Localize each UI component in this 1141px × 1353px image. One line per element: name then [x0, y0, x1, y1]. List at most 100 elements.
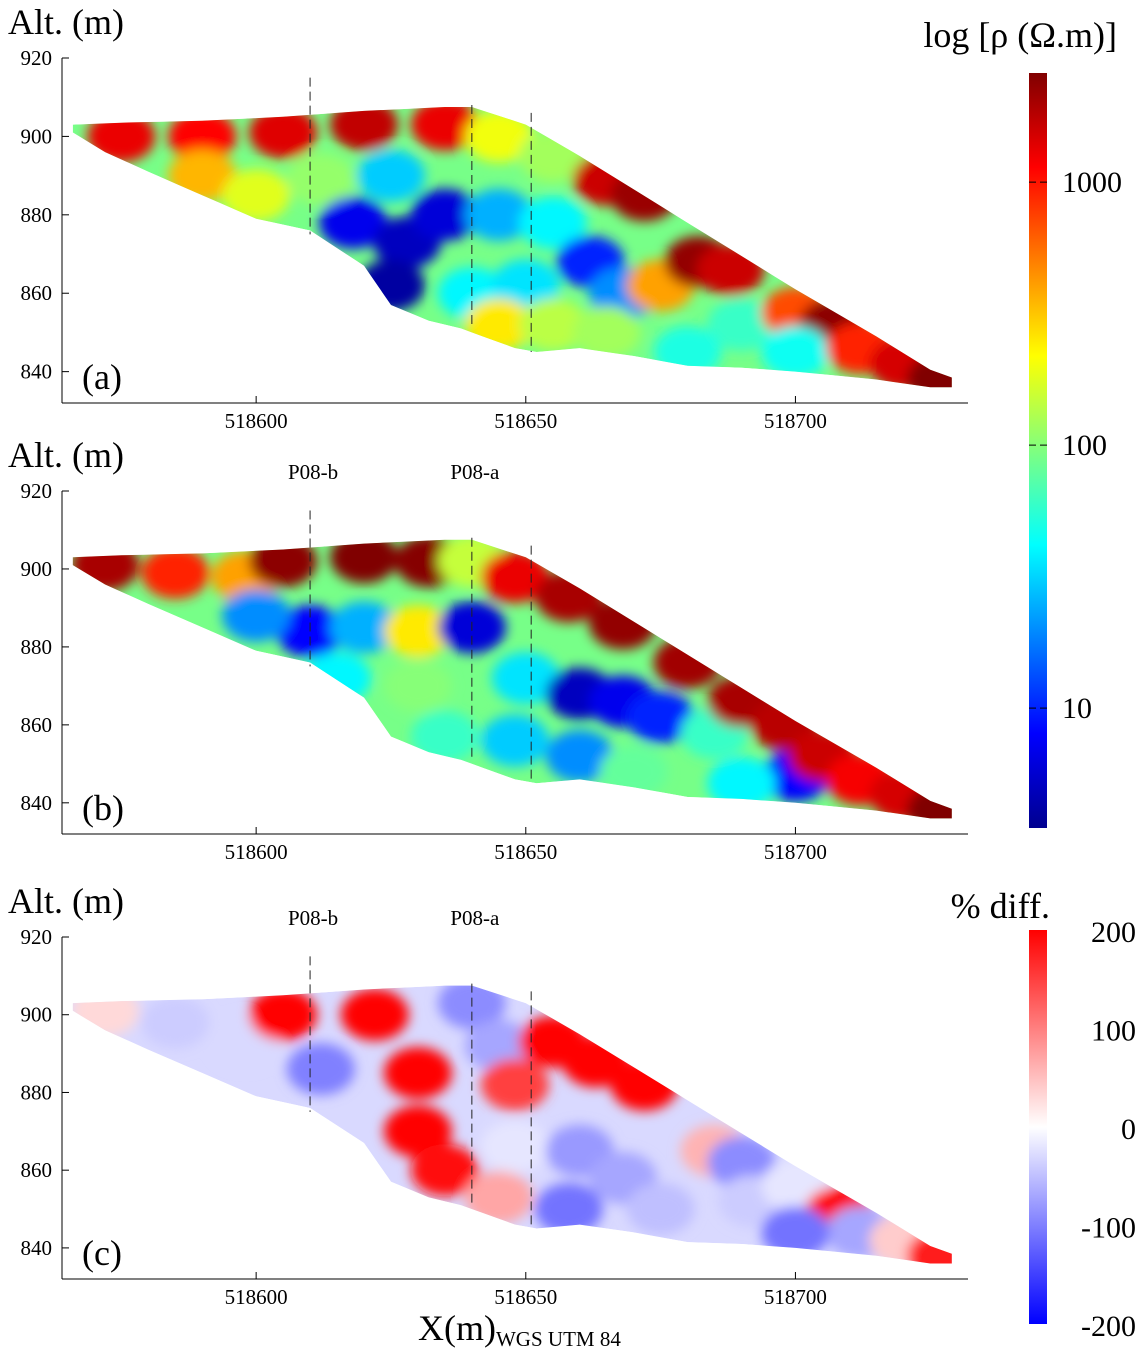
section-cell [534, 1183, 603, 1235]
section-cell [249, 107, 318, 159]
section-cell [303, 652, 371, 705]
x-tick-label: 518700 [764, 409, 827, 433]
y-tick-label: 880 [21, 203, 53, 227]
y-tick-label: 900 [21, 124, 53, 148]
section-cell [249, 988, 318, 1041]
section-cell [464, 188, 533, 241]
profile-label-p08-a: P08-a [450, 906, 500, 930]
colorbar-diff-tick-label: 0 [1121, 1113, 1136, 1146]
section-cell [357, 149, 425, 202]
section-cell [545, 730, 614, 782]
section-b [72, 539, 952, 819]
section-cell [481, 1058, 549, 1111]
y-axis-title: Alt. (m) [8, 435, 124, 475]
y-axis-title: Alt. (m) [8, 881, 124, 921]
profile-label-p08-a: P08-a [450, 460, 500, 484]
section-cell [610, 1058, 679, 1111]
y-tick-label: 860 [21, 1158, 53, 1182]
section-cell [907, 1229, 952, 1264]
section-cell [491, 259, 560, 312]
panel-label-a: (a) [82, 357, 122, 397]
x-axis-title-sub: WGS UTM 84 [496, 1327, 621, 1351]
section-cell [491, 652, 560, 705]
section-cell [249, 539, 318, 588]
y-tick-label: 880 [21, 1080, 53, 1104]
colorbar-diff: % diff. 200 100 0 -100 -200 [951, 886, 1136, 1343]
colorbar-diff-tick-label: -100 [1081, 1212, 1136, 1245]
section-cell [626, 1183, 695, 1235]
section-cell [357, 259, 425, 312]
section-cell [330, 601, 398, 654]
y-tick-label: 900 [21, 557, 53, 581]
colorbar-resistivity-title: log [ρ (Ω.m)] [923, 15, 1117, 55]
section-cell [588, 597, 657, 650]
y-tick-label: 920 [21, 925, 53, 949]
section-cell [72, 985, 140, 1037]
section-cell [707, 1136, 776, 1189]
section-cell [383, 605, 452, 658]
section-cell [653, 636, 722, 689]
colorbar-resistivity-bar [1029, 73, 1047, 828]
section-cell [481, 550, 549, 603]
panel-b: 840 860 880 900 920 518600 518650 518700 P08-b P0… [8, 435, 968, 864]
panel-label-c: (c) [82, 1233, 122, 1273]
section-cell [481, 714, 549, 767]
x-tick-label: 518650 [494, 409, 557, 433]
section-cell [410, 107, 479, 151]
section-cell [410, 710, 479, 763]
colorbar-diff-tick-label: -200 [1081, 1310, 1136, 1343]
section-cell [141, 546, 210, 599]
section-cell [907, 784, 952, 819]
profile-label-p08-b: P08-b [288, 460, 338, 484]
x-tick-label: 518700 [764, 840, 827, 864]
section-cell [383, 1105, 452, 1158]
x-tick-label: 518600 [225, 840, 288, 864]
section-cell [222, 589, 291, 642]
section-cell [653, 326, 722, 378]
section-cell [286, 153, 355, 206]
colorbar-resistivity-tick-label: 100 [1062, 429, 1107, 462]
section-cell [599, 745, 668, 798]
section-cell [626, 691, 695, 744]
y-tick-label: 860 [21, 713, 53, 737]
y-tick-label: 880 [21, 635, 53, 659]
colorbar-resistivity-tick-label: 1000 [1062, 166, 1122, 199]
x-tick-label: 518650 [494, 1285, 557, 1309]
section-c [72, 985, 952, 1264]
section-cell [286, 1043, 355, 1096]
y-tick-label: 900 [21, 1003, 53, 1027]
section-cell [340, 988, 409, 1041]
section-cell [330, 539, 398, 584]
colorbar-diff-bar [1029, 930, 1047, 1324]
section-cell [383, 1047, 452, 1099]
section-cell [481, 1120, 549, 1173]
panel-label-b: (b) [82, 788, 124, 828]
y-tick-label: 840 [21, 360, 53, 384]
section-cell [319, 196, 388, 249]
y-axis-title: Alt. (m) [8, 2, 124, 42]
x-tick-label: 518600 [225, 1285, 288, 1309]
section-cell [707, 757, 776, 810]
panels-layer: 840 860 880 900 920 518600 518650 518700 Alt. (m… [8, 2, 968, 1309]
section-cell [610, 169, 679, 222]
section-a [72, 107, 952, 388]
panel-c: 840 860 880 900 920 518600 518650 518700 P08-b P0… [8, 881, 968, 1309]
x-tick-label: 518600 [225, 409, 288, 433]
section-cell [168, 110, 237, 163]
colorbar-diff-tick-label: 100 [1091, 1015, 1136, 1048]
x-axis-title-main: X(m) [418, 1308, 496, 1348]
section-cell [572, 306, 641, 359]
section-cell [518, 298, 587, 351]
colorbar-resistivity: log [ρ (Ω.m)] 10 100 1000 [923, 15, 1122, 828]
section-cell [761, 1206, 830, 1259]
section-cell [330, 107, 398, 151]
section-cell [707, 298, 776, 351]
x-tick-label: 518700 [764, 1285, 827, 1309]
y-tick-label: 840 [21, 791, 53, 815]
x-axis-title: X(m)WGS UTM 84 [418, 1308, 621, 1351]
x-tick-label: 518650 [494, 840, 557, 864]
section-cell [87, 110, 156, 163]
section-cell [141, 996, 210, 1049]
section-cell [907, 353, 952, 388]
y-tick-label: 840 [21, 1236, 53, 1260]
